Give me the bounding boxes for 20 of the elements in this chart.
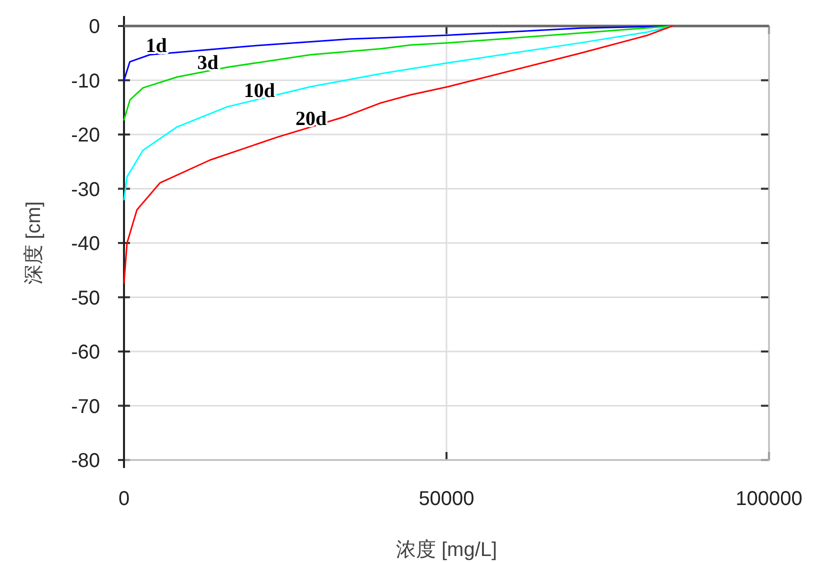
x-tick-label: 100000 bbox=[736, 488, 802, 510]
series-label: 10d bbox=[244, 80, 276, 102]
y-axis-title: 深度 [cm] bbox=[23, 201, 45, 285]
series-label: 20d bbox=[295, 108, 327, 130]
y-tick-label: -30 bbox=[71, 178, 100, 201]
y-tick-label: -40 bbox=[71, 233, 100, 255]
y-tick-label: 0 bbox=[88, 16, 100, 38]
y-tick-label: -60 bbox=[71, 342, 100, 364]
y-tick-label: -20 bbox=[71, 124, 100, 146]
series-label: 1d bbox=[146, 35, 167, 58]
y-tick-label: -70 bbox=[71, 396, 100, 418]
y-tick-label: -80 bbox=[71, 450, 100, 472]
line-series bbox=[123, 25, 673, 284]
y-tick-label: -10 bbox=[71, 70, 100, 92]
x-axis-title: 浓度 [mg/L] bbox=[396, 539, 498, 561]
series-label: 3d bbox=[197, 52, 218, 74]
x-tick-label: 50000 bbox=[418, 488, 474, 510]
x-tick-label: 0 bbox=[118, 488, 130, 510]
line-series bbox=[123, 25, 673, 200]
y-tick-label: -50 bbox=[71, 287, 100, 310]
